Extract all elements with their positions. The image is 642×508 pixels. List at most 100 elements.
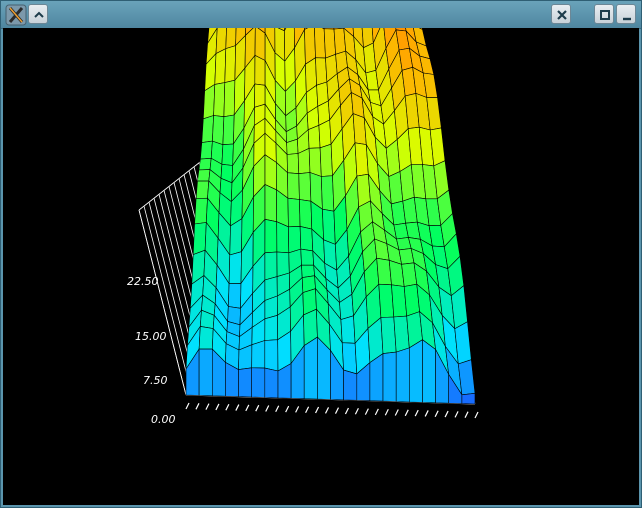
surface-cell <box>299 226 314 252</box>
surface-cell <box>195 180 210 199</box>
wall-edge <box>138 209 187 396</box>
x-tick-mark <box>444 410 449 418</box>
z-tick-label: 22.50 <box>127 275 159 288</box>
z-tick-label: 0.00 <box>151 413 176 426</box>
surface-cell <box>264 251 278 281</box>
wall-grid-line <box>143 205 189 378</box>
x-tick-mark <box>255 404 260 412</box>
surface-cell <box>213 82 226 118</box>
wall-grid-line <box>163 190 195 310</box>
surface-cell <box>340 315 356 344</box>
surface-cell <box>288 226 302 254</box>
surface-cell <box>264 218 278 254</box>
x-tick-mark <box>474 411 479 419</box>
wall-grid-line <box>148 202 190 361</box>
surface-cell <box>315 57 328 86</box>
surface-cell <box>214 48 227 85</box>
x-tick-mark <box>235 404 240 411</box>
x-tick-mark <box>315 406 320 414</box>
surface-cell <box>192 222 207 256</box>
x-tick-mark <box>454 411 459 418</box>
wall-grid-line <box>158 194 193 327</box>
surface-cell <box>200 140 213 160</box>
x-tick-mark <box>424 410 429 417</box>
surface-cell <box>212 115 225 146</box>
surface-cell <box>298 172 312 202</box>
surface-cell <box>318 119 332 149</box>
wall-grid-line <box>153 198 192 344</box>
minimize-icon <box>623 17 631 21</box>
maximize-icon <box>600 10 610 20</box>
surface-cell <box>225 28 237 50</box>
x-tick-mark <box>305 406 310 413</box>
surface-cell <box>264 184 278 223</box>
surface-cell <box>319 143 333 177</box>
surface-cell <box>198 157 212 171</box>
surface-cell <box>308 147 322 177</box>
surface-skirt <box>343 369 358 401</box>
surface-skirt <box>422 339 436 404</box>
x-tick-mark <box>245 404 250 412</box>
surface-cell <box>228 251 242 285</box>
surface-cell <box>254 28 266 61</box>
surface-skirt <box>395 347 410 403</box>
surface-skirt <box>408 339 423 403</box>
x-tick-mark <box>364 408 369 415</box>
shade-button[interactable] <box>28 4 48 24</box>
x-tick-mark <box>344 407 349 415</box>
surface-cell <box>251 340 266 369</box>
app-menu-icon[interactable] <box>5 4 27 26</box>
x-tick-mark <box>404 409 409 417</box>
x-tick-mark <box>414 409 419 417</box>
x-tick-mark <box>185 402 190 410</box>
x-tick-mark <box>374 408 379 416</box>
surface-cell <box>307 124 321 149</box>
surface-cell <box>224 45 236 83</box>
surface-cell <box>201 115 214 143</box>
x-tick-mark <box>285 405 290 413</box>
x-tick-mark <box>275 405 280 413</box>
surface-cell <box>286 153 300 175</box>
wall-edge <box>138 154 210 211</box>
surface-cell <box>323 28 336 59</box>
surface-cell <box>198 326 214 350</box>
x-tick-mark <box>334 407 340 414</box>
surface-cell <box>221 143 234 166</box>
minimize-button[interactable] <box>616 4 636 24</box>
surface-cell <box>287 197 301 228</box>
x-tick-mark <box>215 403 220 411</box>
surface-skirt <box>238 367 252 398</box>
x-tick-mark <box>205 403 210 410</box>
x-tick-mark <box>195 403 200 410</box>
maximize-button[interactable] <box>594 4 614 24</box>
surface-cell <box>300 248 315 266</box>
surface-cell <box>276 221 290 254</box>
surface-cell <box>322 208 336 245</box>
wall-grid-line <box>168 186 197 293</box>
close-icon <box>557 10 567 20</box>
surface-skirt <box>461 392 476 405</box>
surface-skirt <box>382 351 397 402</box>
surface-cell <box>254 83 266 108</box>
surface-skirt <box>251 367 266 398</box>
chevron-up-icon <box>34 11 44 18</box>
x-tick-mark <box>225 403 230 411</box>
plot-canvas[interactable]: 0.00 7.50 15.00 22.50 <box>3 28 639 505</box>
surface-cell <box>320 175 335 212</box>
x-tick-mark <box>354 408 359 415</box>
surface-cell <box>264 314 279 341</box>
surface-cell <box>264 339 279 372</box>
title-bar[interactable] <box>1 1 641 29</box>
x-tick-mark <box>394 409 399 416</box>
close-button[interactable] <box>551 4 571 24</box>
x-tick-mark <box>324 407 330 414</box>
surface-cell <box>314 28 326 59</box>
x-tick-mark <box>464 411 469 418</box>
surface-skirt <box>264 367 279 399</box>
x-tick-mark <box>384 408 389 416</box>
x-tick-mark <box>295 406 300 413</box>
surface-cell <box>227 283 242 309</box>
surface-skirt <box>303 336 318 400</box>
surface-cell <box>194 197 208 225</box>
